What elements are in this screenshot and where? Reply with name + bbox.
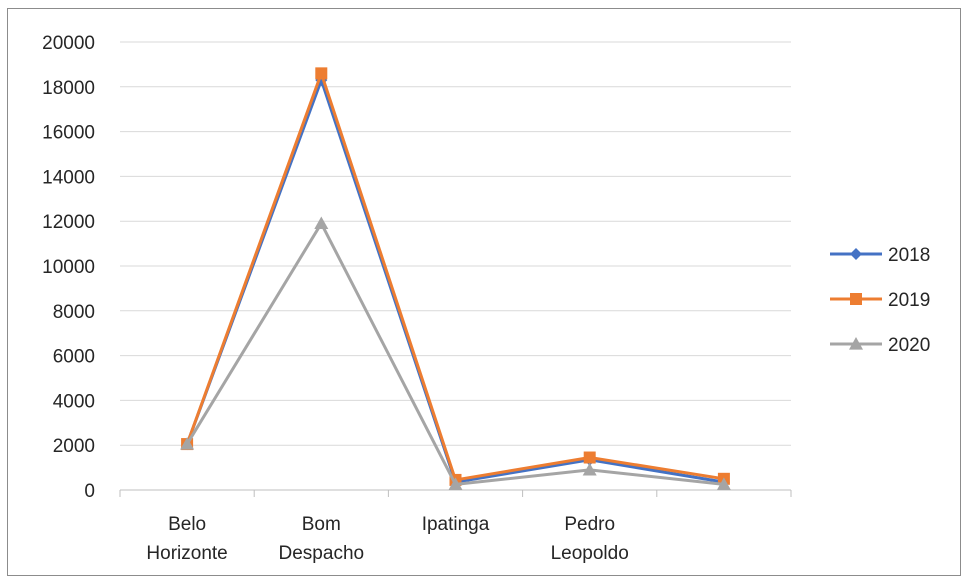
series-line — [187, 73, 724, 480]
y-tick-label: 18000 — [42, 78, 95, 99]
gridlines — [120, 42, 791, 445]
y-tick-label: 12000 — [42, 212, 95, 233]
x-tick-label: Ipatinga — [422, 514, 490, 535]
y-tick-label: 8000 — [53, 302, 95, 323]
y-tick-label: 16000 — [42, 123, 95, 144]
legend-label: 2020 — [888, 335, 930, 356]
x-tick-label: Despacho — [279, 543, 365, 564]
legend-item: 2019 — [830, 290, 930, 311]
data-point — [850, 293, 862, 305]
data-point — [315, 67, 327, 79]
axes — [120, 490, 791, 497]
x-tick-label: Leopoldo — [551, 543, 629, 564]
series-2019 — [181, 67, 730, 486]
legend-label: 2018 — [888, 245, 930, 266]
y-tick-label: 6000 — [53, 347, 95, 368]
y-tick-label: 2000 — [53, 436, 95, 457]
legend-item: 2018 — [830, 245, 930, 266]
y-tick-label: 0 — [84, 481, 95, 502]
legend-label: 2019 — [888, 290, 930, 311]
y-tick-label: 14000 — [42, 167, 95, 188]
series-line — [187, 80, 724, 482]
x-tick-label: Bom — [302, 514, 341, 535]
series-2020 — [180, 216, 731, 490]
x-axis-category-labels: Belo Horizonte Bom Despacho Ipatinga Pedro Leo… — [146, 514, 628, 564]
data-point — [850, 248, 862, 260]
y-tick-label: 4000 — [53, 391, 95, 412]
y-tick-label: 10000 — [42, 257, 95, 278]
y-tick-label: 20000 — [42, 33, 95, 54]
legend-item: 2020 — [830, 335, 930, 356]
x-tick-label: Pedro — [564, 514, 615, 535]
series-2018 — [181, 74, 730, 488]
series-lines — [180, 67, 731, 490]
x-tick-label: Belo — [168, 514, 206, 535]
x-tick-label: Horizonte — [146, 543, 227, 564]
legend: 2018 2019 2020 — [830, 245, 930, 356]
data-point — [584, 452, 596, 464]
data-point — [314, 216, 328, 229]
y-axis-tick-labels: 0 2000 4000 6000 8000 10000 12000 14000 16000 180… — [42, 33, 95, 502]
